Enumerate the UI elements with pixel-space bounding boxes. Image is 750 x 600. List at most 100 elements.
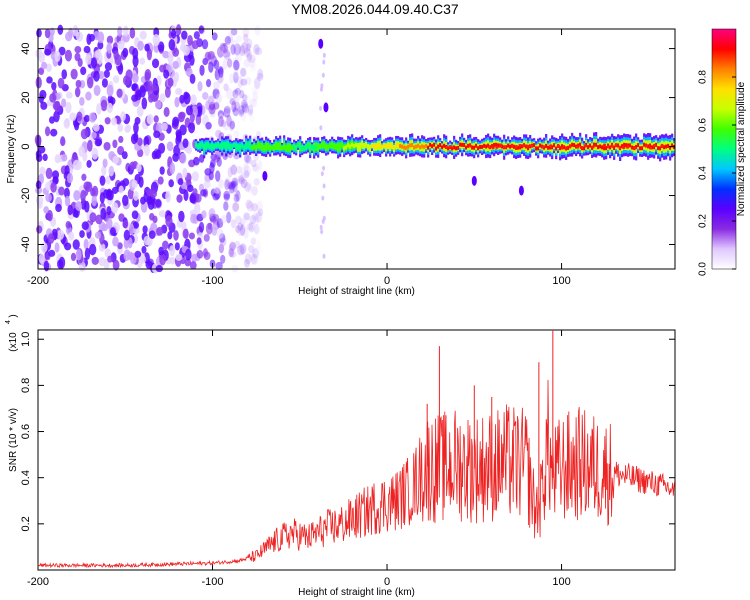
ridge-core: [321, 143, 324, 148]
ridge-mid: [245, 140, 248, 150]
noise-cell: [86, 160, 92, 168]
ridge-core: [353, 143, 356, 148]
ridge-mid: [205, 142, 208, 150]
noise-cell: [70, 68, 78, 80]
noise-cell: [144, 43, 150, 52]
y-tick-label-bottom: 1.0: [20, 332, 32, 347]
noise-cell: [321, 72, 325, 78]
ridge-core: [377, 143, 380, 148]
noise-cell: [63, 118, 70, 129]
ridge-core: [461, 142, 464, 147]
noise-cell: [248, 114, 255, 123]
ridge-core: [603, 146, 606, 151]
ridge-mid: [241, 142, 244, 149]
ridge-core: [519, 145, 522, 150]
noise-cell: [253, 177, 260, 186]
noise-cell: [101, 78, 108, 88]
noise-cell: [253, 223, 260, 235]
ridge-mid: [277, 142, 280, 151]
noise-cell: [145, 260, 153, 269]
noise-cell: [183, 189, 189, 202]
noise-cell: [232, 189, 240, 197]
noise-cell: [249, 58, 256, 68]
noise-cell: [251, 86, 257, 96]
noise-cell: [205, 79, 212, 88]
noise-cell: [159, 166, 165, 175]
noise-cell: [228, 181, 236, 190]
noise-cell: [77, 57, 83, 67]
ridge-peak-dot: [499, 143, 503, 147]
noise-cell: [199, 64, 205, 76]
ridge-core: [579, 142, 582, 147]
noise-cell: [40, 242, 48, 253]
ridge-core: [671, 143, 674, 148]
noise-cell: [243, 58, 251, 68]
ridge-core: [667, 143, 670, 148]
noise-cell: [227, 32, 234, 42]
ridge-core: [327, 145, 330, 150]
noise-cell: [243, 170, 250, 179]
ridge-peak-dot: [618, 145, 622, 149]
ridge-core: [429, 142, 432, 147]
noise-cell: [233, 43, 242, 56]
ridge-core: [323, 142, 326, 147]
y-scale-note: (x10: [8, 332, 19, 352]
noise-cell: [233, 71, 239, 84]
noise-cell: [211, 226, 218, 236]
noise-cell: [98, 70, 105, 80]
ridge-mid: [281, 145, 284, 151]
ridge-core: [315, 144, 318, 149]
noise-cell: [215, 261, 223, 271]
noise-cell: [79, 230, 85, 238]
noise-cell: [322, 52, 326, 58]
noise-cell: [35, 76, 42, 89]
noise-cell: [251, 212, 259, 221]
ridge-core: [439, 143, 442, 148]
noise-cell: [169, 245, 176, 257]
ridge-core: [651, 145, 654, 150]
ridge-core: [359, 145, 362, 150]
ridge-core: [563, 145, 566, 150]
ridge-core: [381, 145, 384, 150]
noise-cell: [184, 258, 192, 267]
ridge-peak-dot: [549, 144, 553, 148]
noise-cell: [139, 30, 147, 40]
noise-cell: [237, 228, 244, 236]
noise-cell: [175, 87, 183, 96]
noise-cell: [220, 120, 227, 128]
noise-cell: [181, 30, 188, 40]
noise-cell: [172, 116, 180, 127]
y-scale-exponent: 4: [5, 320, 12, 324]
noise-cell: [242, 103, 250, 114]
noise-cell: [153, 115, 159, 123]
noise-cell: [153, 130, 161, 139]
noise-cell: [189, 194, 197, 204]
ridge-peak-dot: [510, 144, 514, 148]
noise-cell: [189, 73, 196, 84]
noise-cell: [187, 184, 194, 193]
noise-cell: [136, 163, 142, 173]
noise-cell: [49, 27, 55, 36]
noise-cell: [243, 227, 249, 240]
ridge-core: [333, 144, 336, 149]
ridge-peak-dot: [660, 143, 664, 148]
noise-cell: [202, 248, 208, 258]
noise-cell: [240, 99, 248, 109]
noise-cell: [91, 131, 97, 139]
colorbar-tick-label: 0.4: [698, 166, 709, 180]
noise-cell: [319, 105, 323, 111]
noise-cell: [75, 79, 82, 88]
colorbar-scale: [711, 28, 737, 270]
noise-cell: [251, 60, 257, 71]
noise-cell: [251, 253, 257, 265]
noise-cell: [146, 48, 153, 61]
noise-cell: [215, 170, 221, 182]
noise-cell: [147, 94, 154, 103]
noise-cell: [217, 110, 224, 119]
noise-cell: [67, 204, 73, 216]
noise-cell: [237, 76, 244, 88]
noise-cell: [166, 141, 174, 152]
noise-cell: [38, 146, 46, 154]
noise-cell: [122, 178, 130, 187]
noise-cell: [157, 41, 165, 52]
